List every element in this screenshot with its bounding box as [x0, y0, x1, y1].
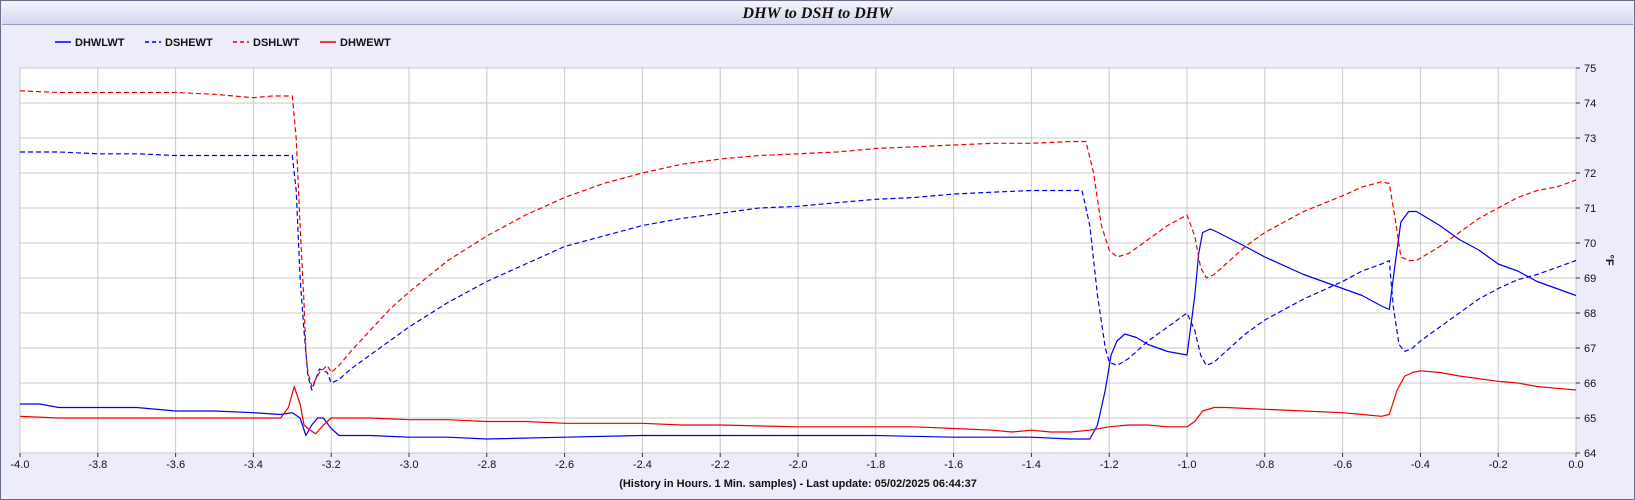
legend-label: DSHEWT — [165, 37, 213, 49]
y-tick-label: 72 — [1584, 168, 1596, 180]
x-tick-label: -3.2 — [322, 459, 341, 471]
series-line-dshlwt — [19, 90, 1577, 388]
legend-label: DSHLWT — [253, 37, 300, 49]
y-tick-label: 70 — [1584, 238, 1596, 250]
series-line-dhwlwt — [20, 210, 1577, 440]
x-tick-label: -2.2 — [711, 459, 730, 471]
legend: DHWLWT DSHEWT DSHLWT DHWEWT — [55, 37, 391, 49]
x-tick-label: -2.8 — [477, 459, 496, 471]
y-tick-label: 64 — [1584, 448, 1596, 460]
legend-label: DHWEWT — [340, 37, 391, 49]
y-tick-label: 71 — [1584, 203, 1596, 215]
y-tick-label: 65 — [1584, 413, 1596, 425]
gridlines — [19, 67, 1577, 454]
x-tick-label: -3.8 — [88, 459, 107, 471]
x-tick-label: -2.0 — [789, 459, 808, 471]
x-axis-label: (History in Hours. 1 Min. samples) - Las… — [619, 478, 977, 490]
x-tick-label: -4.0 — [11, 459, 30, 471]
y-tick-label: 66 — [1584, 378, 1596, 390]
series-line-dshewt — [20, 151, 1577, 391]
series-line-dhwewt — [19, 370, 1577, 435]
x-tick-label: 0.0 — [1568, 459, 1583, 471]
legend-label: DHWLWT — [75, 37, 125, 49]
y-tick-label: 68 — [1584, 308, 1596, 320]
y-tick-label: 75 — [1584, 63, 1596, 75]
x-tick-label: -3.4 — [244, 459, 263, 471]
x-tick-label: -1.8 — [866, 459, 885, 471]
y-tick-label: 73 — [1584, 133, 1596, 145]
x-tick-label: -1.0 — [1178, 459, 1197, 471]
x-tick-label: -2.4 — [633, 459, 652, 471]
y-tick-label: 74 — [1584, 98, 1596, 110]
series-layer — [19, 90, 1577, 440]
x-tick-label: -0.4 — [1411, 459, 1430, 471]
y-axis-label: °F — [1603, 254, 1615, 265]
chart-title: DHW to DSH to DHW — [742, 5, 893, 22]
x-tick-label: -3.0 — [400, 459, 419, 471]
title-bar: DHW to DSH to DHW — [2, 2, 1633, 25]
y-tick-label: 69 — [1584, 273, 1596, 285]
x-tick-label: -2.6 — [555, 459, 574, 471]
x-tick-label: -0.6 — [1333, 459, 1352, 471]
x-tick-label: -0.8 — [1255, 459, 1274, 471]
x-tick-label: -0.2 — [1489, 459, 1508, 471]
x-tick-label: -1.2 — [1100, 459, 1119, 471]
y-tick-label: 67 — [1584, 343, 1596, 355]
x-tick-label: -3.6 — [166, 459, 185, 471]
x-tick-label: -1.6 — [944, 459, 963, 471]
axes: -4.0 -3.8 -3.6 -3.4 -3.2 -3.0 -2.8 -2.6 -2.4 -2.2… — [11, 63, 1597, 471]
x-tick-label: -1.4 — [1022, 459, 1041, 471]
